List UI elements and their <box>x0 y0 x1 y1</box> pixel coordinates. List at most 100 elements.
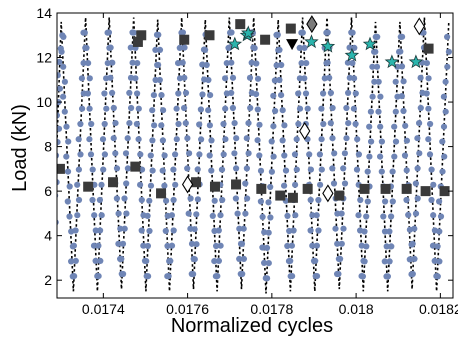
measured-point <box>57 112 60 119</box>
measured-point <box>267 214 274 221</box>
measured-point <box>85 60 92 67</box>
measured-point <box>369 63 376 70</box>
measured-point <box>113 195 120 202</box>
measured-point <box>138 196 145 204</box>
square-marker <box>302 183 313 194</box>
measured-point <box>293 136 300 143</box>
measured-point <box>346 44 353 51</box>
measured-point <box>147 182 155 189</box>
measured-point <box>197 106 204 113</box>
measured-point <box>253 60 260 67</box>
measured-point <box>304 105 311 112</box>
x-tick-label: 0.0182 <box>419 301 458 317</box>
measured-point <box>434 273 441 280</box>
measured-point <box>137 151 144 158</box>
measured-point <box>75 196 83 204</box>
measured-point <box>301 44 308 52</box>
measured-point <box>206 122 213 129</box>
measured-point <box>89 196 96 204</box>
measured-point <box>88 120 95 128</box>
measured-point <box>115 240 122 247</box>
measured-point <box>143 258 150 265</box>
measured-point <box>130 29 137 36</box>
measured-point <box>389 198 396 205</box>
measured-point <box>391 153 398 160</box>
measured-point <box>445 48 452 55</box>
measured-point <box>254 106 261 113</box>
measured-point <box>392 78 399 85</box>
measured-point <box>290 227 297 234</box>
square-marker <box>204 30 215 41</box>
measured-point <box>220 151 227 158</box>
measured-point <box>341 150 348 157</box>
measured-point <box>231 150 238 157</box>
measured-point <box>109 89 116 96</box>
measured-point <box>248 59 255 66</box>
measured-point <box>287 257 294 264</box>
measured-point <box>352 90 359 97</box>
measured-point <box>181 74 188 81</box>
measured-point <box>427 120 434 128</box>
measured-point <box>72 257 79 264</box>
measured-point <box>118 255 125 262</box>
square-marker <box>136 30 147 41</box>
measured-point <box>276 76 283 84</box>
plot-area <box>57 15 452 294</box>
measured-point <box>218 166 226 173</box>
measured-point <box>191 226 198 233</box>
measured-point <box>338 210 345 217</box>
measured-point <box>302 90 310 97</box>
measured-point <box>79 105 86 112</box>
measured-point <box>436 198 443 205</box>
measured-point <box>324 29 331 36</box>
measured-point <box>115 210 122 217</box>
measured-point <box>337 255 344 262</box>
measured-point <box>220 120 227 128</box>
square-marker <box>420 186 431 197</box>
measured-point <box>377 123 384 130</box>
square-marker <box>439 186 450 197</box>
measured-point <box>98 212 105 219</box>
measured-point <box>442 78 449 85</box>
measured-point <box>279 107 286 114</box>
measured-point <box>274 31 281 38</box>
measured-point <box>65 138 72 145</box>
measured-point <box>155 61 162 69</box>
measured-point <box>190 271 197 278</box>
measured-point <box>411 255 418 262</box>
measured-point <box>107 44 114 51</box>
measured-point <box>246 74 254 81</box>
measured-point <box>170 227 177 234</box>
load-cycle-line <box>57 17 450 294</box>
measured-point <box>332 225 339 232</box>
measured-point <box>329 135 336 142</box>
measured-point <box>173 105 180 112</box>
square-marker <box>156 188 167 199</box>
measured-point <box>175 60 182 67</box>
measured-point <box>138 166 146 173</box>
measured-point <box>431 257 438 264</box>
measured-point <box>361 228 368 235</box>
measured-point <box>276 46 283 54</box>
measured-point <box>75 166 82 173</box>
measured-point <box>60 63 67 70</box>
measured-point <box>381 258 388 265</box>
measured-point <box>268 138 275 145</box>
measured-point <box>315 196 322 204</box>
measured-point <box>236 255 243 262</box>
measured-point <box>281 182 288 189</box>
star-marker <box>362 36 378 51</box>
measured-point <box>439 138 446 145</box>
square-marker <box>401 183 412 194</box>
measured-point <box>352 120 359 128</box>
measured-point <box>414 195 421 202</box>
diamond-marker <box>299 121 311 141</box>
measured-point <box>402 122 409 129</box>
measured-point <box>414 135 421 142</box>
measured-point <box>151 122 158 129</box>
measured-point <box>406 256 413 263</box>
measured-point <box>233 165 240 172</box>
measured-point <box>366 123 373 130</box>
measured-point <box>92 227 99 234</box>
measured-point <box>439 168 446 175</box>
